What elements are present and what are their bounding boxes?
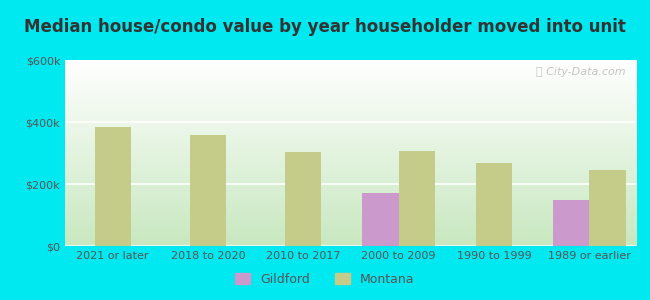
Bar [94, 127, 131, 246]
Bar [190, 135, 226, 246]
Text: Median house/condo value by year householder moved into unit: Median house/condo value by year househo… [24, 18, 626, 36]
Bar [398, 152, 435, 246]
Bar [363, 193, 398, 246]
Text: ⓘ City-Data.com: ⓘ City-Data.com [536, 68, 625, 77]
Bar [553, 200, 590, 246]
Bar [590, 170, 625, 246]
Bar [476, 163, 512, 246]
Bar [285, 152, 322, 246]
Legend: Gildford, Montana: Gildford, Montana [230, 268, 420, 291]
